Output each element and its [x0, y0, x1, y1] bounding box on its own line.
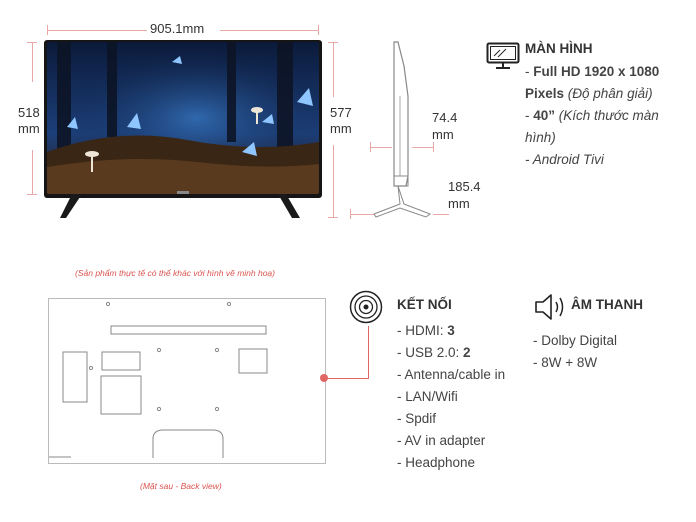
connector-dot — [320, 374, 328, 382]
resolution-value: Full HD 1920 x 1080 — [533, 64, 660, 79]
display-size-cont: hình) — [525, 127, 556, 149]
connectivity-list: - HDMI: 3 - USB 2.0: 2 - Antenna/cable i… — [397, 320, 505, 474]
disclaimer-note: (Sản phẩm thực tế có thể khác với hình v… — [75, 268, 275, 278]
tv-screen-image — [47, 42, 319, 194]
item-label: - HDMI: — [397, 323, 448, 338]
connectivity-item: - Spdif — [397, 408, 505, 430]
width-label: 905.1mm — [150, 21, 205, 36]
connector-line — [324, 378, 369, 379]
size-value: 40” — [533, 108, 556, 123]
display-size: - 40” (Kích thước màn — [525, 105, 659, 127]
connectivity-title: KẾT NỐI — [397, 297, 452, 312]
stand-depth-unit: mm — [448, 196, 470, 211]
size-note-cont: hình) — [525, 130, 556, 145]
display-os: - Android Tivi — [525, 149, 604, 171]
connectivity-item: - Headphone — [397, 452, 505, 474]
item-label: - Spdif — [397, 411, 437, 426]
total-height-unit: mm — [330, 121, 352, 136]
item-label: - LAN/Wifi — [397, 389, 458, 404]
back-panel-drawing — [49, 301, 268, 458]
depth-unit: mm — [432, 127, 454, 142]
item-label: - USB 2.0: — [397, 345, 464, 360]
back-view-note: (Mặt sau - Back view) — [140, 481, 222, 491]
back-panel — [48, 298, 326, 464]
audio-item: - Dolby Digital — [533, 333, 618, 348]
stand-depth-value: 185.4 — [448, 179, 481, 194]
connectivity-item: - USB 2.0: 2 — [397, 342, 505, 364]
item-label: - AV in adapter — [397, 433, 486, 448]
panel-height-unit: mm — [18, 121, 40, 136]
connectivity-item: - HDMI: 3 — [397, 320, 505, 342]
speaker-icon — [535, 294, 564, 320]
resolution-prefix: - — [525, 64, 534, 79]
os-label: - Android Tivi — [525, 152, 604, 167]
panel-height-value: 518 — [18, 105, 40, 120]
connector-line-vertical — [368, 326, 369, 379]
display-resolution-cont: Pixels (Độ phân giải) — [525, 83, 653, 105]
resolution-note: (Độ phân giải) — [564, 86, 653, 101]
display-resolution: - Full HD 1920 x 1080 — [525, 61, 659, 83]
connectivity-item: - AV in adapter — [397, 430, 505, 452]
item-value: 3 — [447, 323, 455, 338]
size-prefix: - — [525, 108, 534, 123]
display-title: MÀN HÌNH — [525, 41, 593, 56]
audio-item: - 8W + 8W — [533, 355, 598, 370]
wireless-icon — [349, 290, 383, 324]
connectivity-item: - LAN/Wifi — [397, 386, 505, 408]
item-label: - Antenna/cable in — [397, 367, 506, 382]
size-note: (Kích thước màn — [555, 108, 659, 123]
total-height-value: 577 — [330, 105, 352, 120]
audio-list: - Dolby Digital - 8W + 8W — [533, 330, 617, 374]
tv-logo — [177, 191, 189, 194]
tv-stand-feet — [60, 194, 300, 218]
monitor-icon — [486, 42, 520, 69]
connectivity-item: - Antenna/cable in — [397, 364, 505, 386]
resolution-unit: Pixels — [525, 86, 565, 101]
item-label: - Headphone — [397, 455, 476, 470]
tv-side-profile — [373, 41, 432, 218]
audio-title: ÂM THANH — [571, 297, 643, 312]
depth-value: 74.4 — [432, 110, 458, 125]
item-value: 2 — [463, 345, 471, 360]
